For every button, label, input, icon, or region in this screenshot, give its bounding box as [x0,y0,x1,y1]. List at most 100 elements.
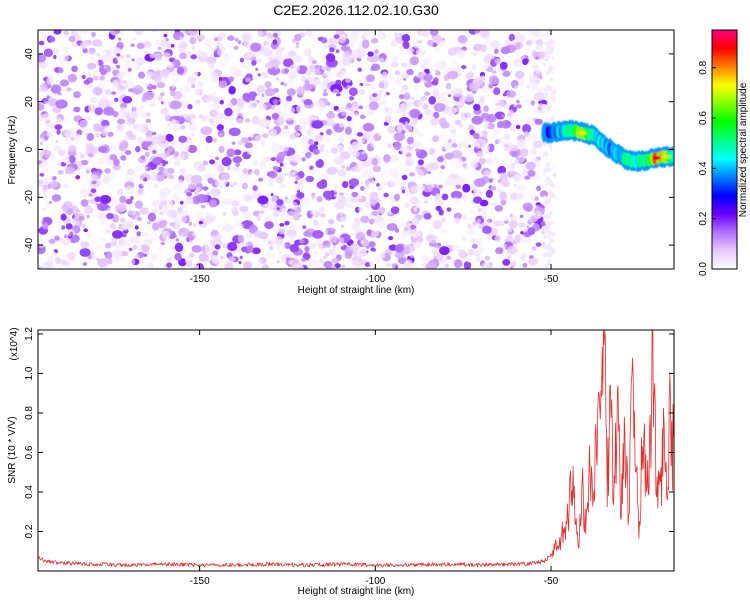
noise-blob [345,78,351,83]
colorbar-tick-label: 0.6 [698,111,709,125]
noise-blob [368,241,376,248]
noise-blob [439,170,443,174]
noise-blob [139,173,151,182]
noise-blob [242,33,252,42]
noise-blob [507,114,513,120]
noise-blob [283,111,296,121]
noise-blob [89,47,96,54]
noise-blob [543,63,547,67]
noise-blob [469,148,475,155]
noise-blob [329,47,335,53]
noise-blob [374,49,379,54]
noise-blob [219,255,224,259]
noise-blob [104,89,112,96]
noise-blob [371,38,379,44]
noise-blob [228,85,236,95]
noise-blob [206,191,211,196]
noise-blob [217,47,226,57]
noise-blob [356,84,362,89]
noise-blob [290,131,300,140]
noise-blob [38,40,45,46]
noise-blob [94,196,102,202]
noise-blob [207,177,214,184]
noise-blob [523,99,529,104]
noise-blob [377,131,383,136]
noise-blob [358,206,363,212]
noise-blob [85,62,96,71]
noise-blob [391,217,399,224]
noise-blob [482,119,487,123]
noise-blob [272,99,279,105]
noise-blob [401,73,410,80]
noise-blob [307,263,319,269]
noise-blob [445,82,452,90]
noise-blob [378,89,383,94]
noise-blob [465,222,469,226]
noise-blob [435,193,441,200]
noise-blob [161,90,166,96]
noise-blob [92,86,103,96]
noise-blob [60,237,72,246]
noise-blob [82,262,87,266]
noise-blob [545,118,549,121]
noise-blob [344,250,353,260]
noise-blob [255,242,264,249]
noise-blob [326,128,332,136]
noise-blob [137,217,142,221]
noise-blob [112,230,124,239]
noise-blob [358,89,366,95]
noise-blob [167,145,174,152]
noise-blob [526,224,530,229]
noise-blob [462,162,467,168]
noise-blob [450,132,457,138]
noise-blob [544,263,549,268]
noise-blob [520,231,524,235]
noise-blob [73,106,81,113]
noise-blob [178,100,190,109]
noise-blob [468,144,472,148]
noise-blob [497,165,507,175]
noise-blob [367,109,375,116]
noise-blob [475,144,481,149]
noise-blob [118,37,122,41]
noise-blob [341,69,346,75]
noise-blob [275,93,280,98]
noise-blob [514,70,525,79]
noise-blob [179,200,184,205]
noise-blob [66,87,72,92]
y-tick-label: 40 [24,48,35,60]
noise-blob [283,103,289,108]
noise-blob [235,162,240,168]
noise-blob [303,50,310,57]
noise-blob [484,218,491,227]
noise-blob [178,135,188,143]
noise-blob [498,52,504,58]
noise-blob [116,55,123,62]
noise-blob [415,204,419,209]
noise-blob [335,49,340,54]
noise-blob [205,211,212,217]
noise-blob [550,221,554,225]
noise-blob [355,232,366,241]
noise-blob [178,186,186,195]
noise-blob [157,46,162,50]
noise-blob [45,206,51,211]
noise-blob [137,188,144,195]
noise-blob [116,53,121,57]
noise-blob [40,137,46,143]
noise-blob [501,243,507,249]
noise-blob [427,228,433,234]
noise-blob [242,168,249,175]
noise-blob [333,156,345,165]
noise-blob [291,263,304,269]
noise-blob [211,255,219,264]
noise-blob [65,223,73,230]
colorbar-tick-label: 0.2 [698,211,709,225]
noise-blob [41,185,48,194]
noise-blob [120,155,127,161]
noise-blob [99,75,105,81]
noise-blob [400,145,410,155]
colorbar-tick-label: 0.4 [698,161,709,175]
noise-blob [239,205,249,213]
noise-blob [124,150,132,155]
